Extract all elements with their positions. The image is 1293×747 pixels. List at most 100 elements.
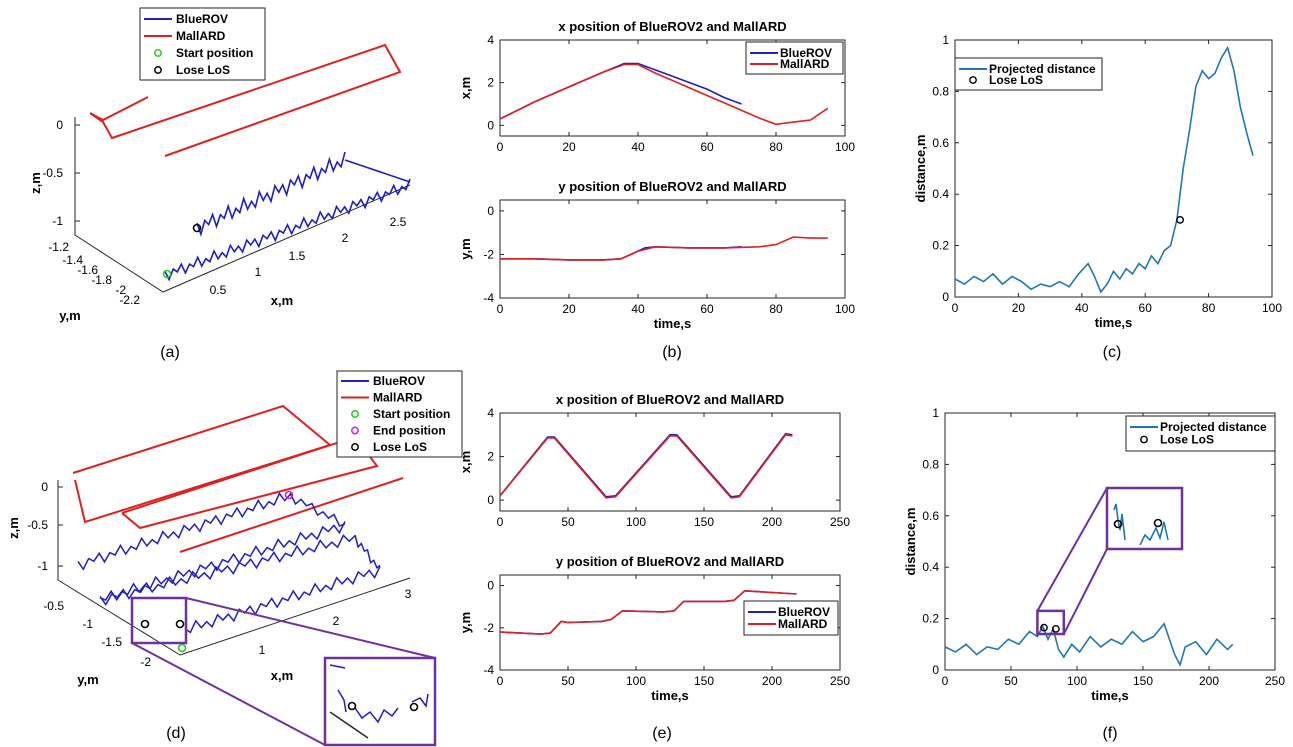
z-tick-label: -1 (37, 559, 48, 573)
z-tick-label: -1 (52, 214, 63, 228)
y-tick-label: -2 (115, 283, 126, 297)
zoom-region (130, 596, 188, 645)
y-tick-label: -2 (483, 247, 494, 261)
y-tick-label: -1.2 (48, 240, 69, 254)
series-line-mallard (500, 236, 828, 261)
bluerov-trajectory (99, 534, 356, 607)
legend-entry: Lose LoS (1160, 433, 1214, 447)
mallard-trajectory (179, 477, 404, 553)
legend-box (1125, 415, 1276, 452)
zoom-series-line (337, 689, 347, 713)
legend-entry: Start position (176, 46, 253, 60)
y-axis-label: y,m (59, 308, 80, 323)
x-tick-label: 3 (405, 587, 412, 601)
x-tick-label: 100 (626, 515, 646, 529)
legend-entry: Lose LoS (176, 63, 230, 77)
y-axis-label: x,m (458, 77, 473, 99)
bluerov-trajectory (184, 566, 381, 634)
y-tick-label: 0 (942, 290, 949, 304)
x-tick-label: 20 (562, 302, 576, 316)
lose-los-marker (409, 702, 419, 712)
y-axis-label: y,m (458, 612, 473, 633)
lose-los-marker (175, 619, 185, 629)
x-tick-label: 60 (700, 302, 714, 316)
panel-caption: (b) (662, 344, 682, 361)
legend: BlueROV MallARD Start position End position… (336, 370, 463, 458)
zoom-series-line (329, 664, 346, 669)
x-tick-label: 0.5 (210, 283, 227, 297)
y-tick-label: -1.5 (101, 635, 122, 649)
mallard-trajectory (89, 43, 402, 157)
zoom-connector (131, 642, 326, 746)
x-tick-label: 200 (762, 674, 782, 688)
y-tick-label: -4 (483, 663, 494, 677)
chart-a: 0 -0.5 -1 -1.2-1.4-1.6-1.8-2-2.2 0.5 1 1.5 2 2.5… (28, 7, 411, 361)
zoom-series-line (1113, 503, 1126, 541)
z-tick-label: 0 (56, 118, 63, 132)
x-tick-label: 50 (561, 674, 575, 688)
x-tick-label: 100 (1262, 301, 1282, 315)
panel-caption: (c) (1103, 344, 1122, 361)
x-tick-label: 150 (1133, 674, 1153, 688)
bluerov-trajectory (196, 151, 346, 237)
plot-frame (499, 412, 841, 512)
legend-entry: End position (373, 424, 446, 438)
zoom-connector (1036, 487, 1108, 612)
z-tick-label: -0.5 (42, 166, 63, 180)
x-axis-label: time,s (1091, 688, 1129, 703)
y-tick-label: 0.6 (932, 136, 949, 150)
end-marker (284, 490, 294, 500)
z-tick-label: -0.5 (27, 518, 48, 532)
x-tick-label: 2 (333, 614, 340, 628)
legend-entry: Lose LoS (989, 73, 1043, 87)
x-tick-label: 60 (700, 140, 714, 154)
lose-los-marker (1176, 215, 1184, 224)
y-axis-label: y,m (458, 238, 473, 259)
x-tick-label: 250 (830, 515, 850, 529)
y-axis-label: distance,m (903, 508, 918, 576)
x-tick-label: 100 (835, 140, 855, 154)
legend-marker (351, 443, 359, 451)
legend-entry: BlueROV (778, 605, 830, 619)
series-line-mallard (499, 433, 793, 499)
x-axis-label: time,s (654, 316, 692, 331)
zoom-region (1036, 609, 1066, 636)
z-tick-label: 0 (41, 480, 48, 494)
bluerov-trajectory (289, 492, 346, 527)
mallard-trajectory (72, 404, 333, 524)
zoom-inset-box (1105, 486, 1184, 551)
x-tick-label: 80 (769, 140, 783, 154)
y-tick-label: 4 (487, 406, 494, 420)
y-axis-label: y,m (77, 672, 98, 687)
lose-los-marker (140, 619, 150, 629)
y-tick-label: 0 (487, 493, 494, 507)
mallard-trajectory (121, 435, 379, 530)
chart-b2: 0 20 40 60 80 100 0 -2 -4 y position of BlueROV2 … (458, 179, 855, 331)
x-tick-label: 40 (631, 302, 645, 316)
x-tick-label: 200 (762, 515, 782, 529)
series-line-mallard (499, 63, 829, 126)
legend-marker (351, 410, 359, 418)
legend-entry: MallARD (373, 391, 423, 405)
series-line-projected-distance (954, 45, 1254, 294)
chart-d: 0 -0.5 -1 -0.5 -1 -1.5 -2 1 2 3 z,m y,m x,m BlueROV Ma… (6, 370, 463, 747)
y-tick-label: 0 (932, 663, 939, 677)
bluerov-trajectory (344, 159, 411, 183)
x-tick-label: 100 (835, 302, 855, 316)
x-tick-label: 50 (1004, 674, 1018, 688)
start-marker (162, 269, 172, 279)
x-tick-label: 0 (942, 674, 949, 688)
y-tick-label: 0.8 (932, 84, 949, 98)
lose-los-marker (1113, 519, 1123, 529)
bluerov-trajectory (99, 521, 346, 602)
panel-caption: (a) (160, 344, 180, 361)
y-tick-label: -2 (140, 655, 151, 669)
panel-caption: (f) (1102, 725, 1117, 742)
zoom-series-line (411, 693, 429, 708)
zoom-inset-box (323, 656, 437, 747)
series-line-projected-distance (944, 622, 1234, 668)
legend-box (745, 41, 844, 75)
